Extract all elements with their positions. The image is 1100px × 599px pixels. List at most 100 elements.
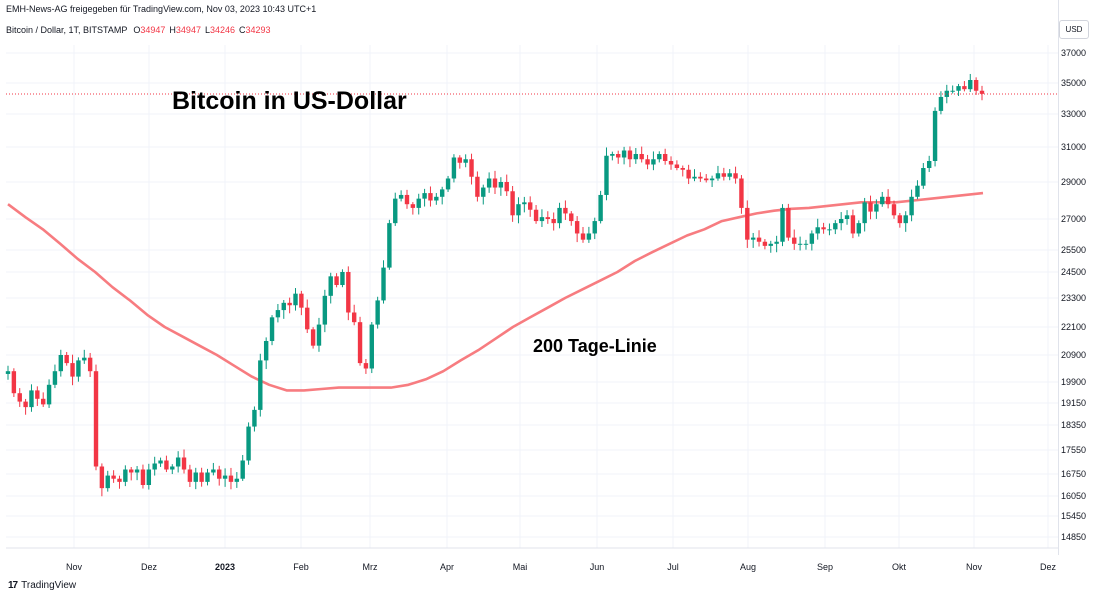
candle-body [850,215,856,234]
candle-body [258,360,263,410]
candle-body [874,204,879,212]
y-axis: 37000 35000 33000 31000 29000 27000 25500 24500… [1061,48,1086,542]
candle-body [668,161,674,165]
candle-body [82,357,87,361]
candle-body [87,357,93,372]
candle-body [739,178,744,208]
candle-body [181,457,187,470]
candle-body [698,176,703,179]
x-tick-label: 2023 [215,562,235,572]
y-tick-label: 15450 [1061,511,1086,521]
candle-body [486,178,492,188]
candle-body [950,90,955,92]
x-tick-label: Sep [817,562,833,572]
candle-body [146,469,152,485]
y-tick-label: 22100 [1061,322,1086,332]
x-axis: Nov Dez 2023 Feb Mrz Apr Mai Jun Jul Aug Sep Okt Nov… [6,547,1058,572]
candle-body [821,227,826,230]
y-tick-label: 23300 [1061,293,1086,303]
candle-body [880,196,885,205]
candle-body [563,207,568,214]
candle-body [827,229,832,231]
candle-body [175,457,181,467]
candle-body [979,90,985,94]
currency-button[interactable]: USD [1059,20,1089,39]
candle-body [932,110,938,161]
candle-body [217,469,222,479]
y-tick-label: 16050 [1061,491,1086,501]
candle-body [504,182,509,192]
candle-body [903,215,908,224]
candle-body [639,154,644,160]
candle-body [351,312,357,323]
symbol-name: Bitcoin / Dollar, 1T, BITSTAMP [6,25,128,35]
candle-body [246,426,251,461]
candle-body [797,243,803,245]
candle-body [240,460,245,479]
candle-body [921,168,926,186]
y-tick-label: 31000 [1061,142,1086,152]
candle-body [633,154,639,160]
candle-body [833,223,838,230]
candle-body [621,150,627,158]
candle-body [815,227,820,234]
candle-body [557,207,562,224]
ma-200-line [7,191,984,392]
candle-body [709,178,715,181]
candle-body [363,363,369,369]
candle-body [58,355,64,372]
candle-body [868,202,873,212]
candle-body [99,466,105,489]
candle-body [134,469,140,473]
low-value: 34246 [209,25,235,35]
x-tick-label: Okt [892,562,907,572]
candle-body [76,360,81,377]
candle-body [263,341,269,361]
y-tick-label: 27000 [1061,214,1086,224]
candle-body [786,207,791,238]
candle-body [721,173,727,177]
candle-body [129,469,134,473]
candle-body [422,193,427,199]
candle-body [105,475,110,489]
candle-body [592,221,597,234]
candle-body [187,469,193,482]
candle-body [968,80,973,90]
candle-body [862,202,867,224]
candle-body [293,293,298,306]
candle-body [111,475,116,479]
candle-body [199,472,204,482]
candle-body [23,401,28,408]
x-tick-label: Aug [740,562,756,572]
candle-body [569,213,574,222]
y-tick-label: 35000 [1061,78,1086,88]
x-tick-label: Dez [1040,562,1057,572]
candle-body [281,302,286,311]
grid [6,45,1058,548]
candle-body [944,90,949,97]
candle-body [750,237,756,240]
candle-body [598,194,603,222]
x-tick-label: Nov [66,562,83,572]
candle-body [686,169,691,179]
candle-body [657,154,662,160]
y-tick-label: 33000 [1061,109,1086,119]
candle-body [252,409,257,427]
candle-body [580,233,586,240]
candle-body [627,150,633,160]
candle-body [545,217,551,219]
y-tick-label: 25500 [1061,245,1086,255]
candle-body [11,371,17,394]
candle-body [463,159,468,163]
candle-body [926,161,932,168]
moving-average-layer [7,191,984,392]
ma-annotation: 200 Tage-Linie [533,336,657,356]
candle-body [228,475,234,482]
candle-body [5,371,11,374]
price-chart[interactable]: 37000 35000 33000 31000 29000 27000 25500 24500… [0,0,1100,575]
candle-body [404,194,410,205]
candle-body [680,168,685,170]
candle-body [533,209,539,222]
y-tick-label: 20900 [1061,350,1086,360]
tradingview-logo-icon: 17 [8,580,18,591]
